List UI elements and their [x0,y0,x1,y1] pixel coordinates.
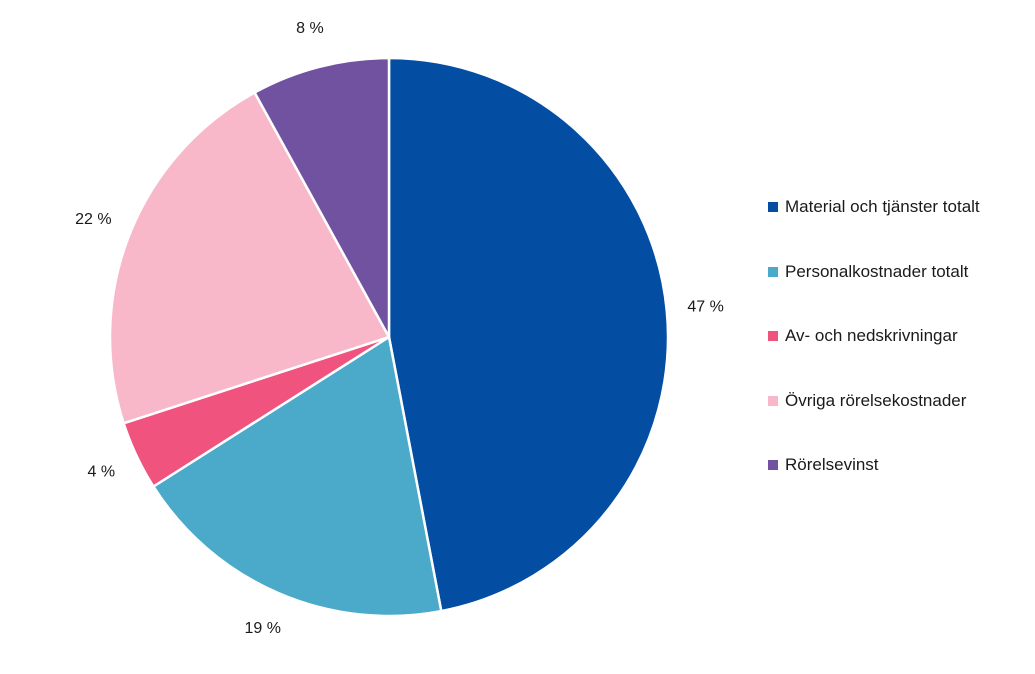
legend-item: Övriga rörelsekostnader [768,390,980,412]
slice-data-label: 8 % [296,20,324,37]
pie-slices [108,56,670,618]
legend-label: Rörelsevinst [785,455,879,474]
legend-swatch [768,202,778,212]
legend-item: Rörelsevinst [768,454,980,476]
legend-label: Övriga rörelsekostnader [785,390,967,410]
legend-swatch [768,331,778,341]
pie-chart: 47 % 19 % 4 % 22 % 8 % [75,20,724,637]
chart-legend: Material och tjänster totalt Personalkost… [768,196,980,519]
pie-slice [152,335,443,618]
slice-data-label: 4 % [87,464,115,481]
legend-item: Personalkostnader totalt [768,261,980,283]
legend-label: Material och tjänster totalt [785,197,980,216]
slice-data-label: 47 % [687,298,723,315]
pie-slice [387,56,670,613]
legend-item: Av- och nedskrivningar [768,325,980,347]
slice-data-label: 19 % [244,620,280,637]
slice-data-label: 22 % [75,211,111,228]
legend-swatch [768,266,778,277]
legend-swatch [768,395,778,406]
legend-swatch [768,460,778,470]
pie-data-labels: 47 % 19 % 4 % 22 % 8 % [75,20,724,637]
legend-item: Material och tjänster totalt [768,196,980,218]
legend-label: Av- och nedskrivningar [785,326,958,345]
pie-slice [253,56,391,339]
legend-label: Personalkostnader totalt [785,261,969,281]
pie-slice [108,91,391,425]
